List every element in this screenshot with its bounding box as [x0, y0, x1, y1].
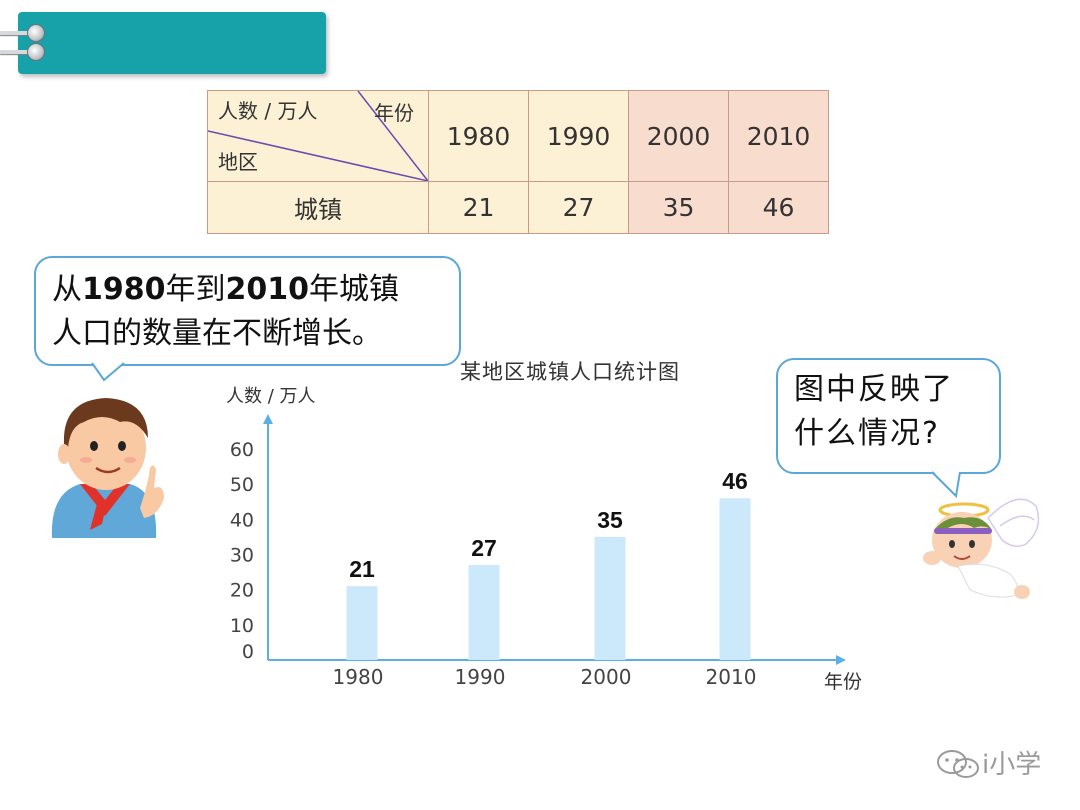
- bar-value-label: 35: [597, 507, 623, 533]
- binder-ring-icon: [28, 25, 44, 41]
- binder-ring-icon: [28, 44, 44, 60]
- watermark-text: i小学: [982, 750, 1042, 780]
- header-region-label: 地区: [218, 150, 258, 174]
- bar: [719, 498, 751, 660]
- bar-value-label: 27: [471, 535, 497, 561]
- value-cell: 46: [728, 181, 829, 234]
- bar: [346, 586, 378, 660]
- bubble-left-tail: [91, 362, 125, 382]
- text-fragment: 年到: [165, 272, 226, 307]
- diagonal-lines: [208, 91, 428, 181]
- y-tick-label: 50: [230, 474, 254, 496]
- text-fragment: 从: [52, 272, 82, 307]
- x-tick-label: 2000: [581, 665, 632, 689]
- bar: [594, 536, 626, 660]
- bubble-right-line1: 图中反映了: [794, 372, 954, 407]
- x-axis-arrow-icon: [836, 655, 846, 665]
- header-year-cell: 1990: [528, 90, 629, 182]
- population-table: 年份 人数 / 万人 地区 1980 1990 2000 2010 城镇 21 …: [207, 90, 829, 234]
- header-year-label: 年份: [374, 101, 414, 125]
- bar: [468, 565, 500, 660]
- binder-bar-bottom: [0, 50, 38, 54]
- x-tick-label: 1990: [455, 665, 506, 689]
- chart-title: 某地区城镇人口统计图: [460, 360, 680, 384]
- text-fragment: 年城镇: [309, 272, 399, 307]
- y-tick-label: 10: [230, 615, 254, 637]
- bubble-right-tail: [931, 470, 961, 499]
- bubble-left-text: 从1980年到2010年城镇 人口的数量在不断增长。: [52, 268, 399, 356]
- bar-value-label: 21: [349, 556, 375, 582]
- title-banner: [18, 12, 326, 74]
- bar-value-label: 46: [722, 468, 748, 494]
- bubble-left-line1: 从1980年到2010年城镇: [52, 268, 399, 312]
- value-cell: 27: [528, 181, 629, 234]
- y-tick-label: 60: [230, 439, 254, 461]
- y-tick-label: 40: [230, 509, 254, 531]
- bubble-right-line2: 什么情况?: [794, 416, 940, 451]
- x-tick-label: 2010: [706, 665, 757, 689]
- value-cell: 21: [428, 181, 529, 234]
- row-label-cell: 城镇: [207, 181, 429, 234]
- y-axis-arrow-icon: [263, 414, 273, 424]
- table-header-row: 年份 人数 / 万人 地区 1980 1990 2000 2010: [207, 90, 829, 182]
- boy-illustration: [51, 398, 164, 538]
- y-axis-label: 人数 / 万人: [226, 386, 316, 407]
- angel-illustration: [923, 498, 1040, 599]
- bubble-right-text: 图中反映了 什么情况?: [794, 368, 954, 456]
- x-tick-label: 1980: [333, 665, 384, 689]
- table-row: 城镇 21 27 35 46: [207, 181, 829, 234]
- wechat-logo-icon: [937, 750, 979, 778]
- speech-bubble-left: 从1980年到2010年城镇 人口的数量在不断增长。: [34, 256, 461, 366]
- x-axis-label: 年份: [824, 671, 862, 693]
- bubble-left-line2: 人口的数量在不断增长。: [52, 316, 382, 351]
- year-start: 1980: [82, 272, 166, 307]
- value-cell: 35: [628, 181, 729, 234]
- binder-bar-top: [0, 31, 38, 35]
- header-year-cell: 2000: [628, 90, 729, 182]
- table-corner-header: 年份 人数 / 万人 地区: [207, 90, 429, 182]
- speech-bubble-right: 图中反映了 什么情况?: [776, 358, 1001, 474]
- y-tick-label: 0: [242, 641, 254, 663]
- y-tick-label: 30: [230, 545, 254, 567]
- year-end: 2010: [225, 272, 310, 307]
- y-tick-label: 20: [230, 580, 254, 602]
- header-people-label: 人数 / 万人: [218, 99, 318, 123]
